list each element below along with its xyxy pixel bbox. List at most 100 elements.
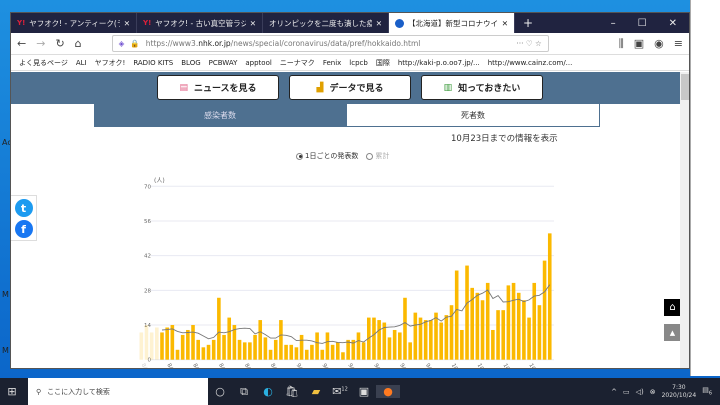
book-icon: ▥: [443, 82, 453, 93]
reload-button[interactable]: ↻: [55, 37, 65, 50]
minimize-button[interactable]: –: [610, 17, 616, 29]
clock[interactable]: 7:30 2020/10/24: [661, 383, 697, 399]
close-tab-icon[interactable]: ✕: [375, 18, 382, 28]
url-bar[interactable]: ◈ 🔒 https://www3.nhk.or.jp/news/special/co…: [111, 35, 549, 52]
account-icon[interactable]: ◉: [654, 37, 664, 50]
edge-icon[interactable]: ◐: [263, 385, 273, 398]
windows-start-icon[interactable]: ⊞: [7, 385, 17, 398]
bar: [180, 334, 185, 360]
y-tick-label: 70: [144, 184, 151, 190]
radio-daily[interactable]: 1日ごとの発表数: [296, 151, 358, 161]
browser-tab[interactable]: オリンピックを二度も潰した疫病神日本✕: [263, 13, 389, 33]
status-icon[interactable]: ⊗: [649, 387, 656, 396]
bar-chart-icon: ▟: [316, 82, 324, 93]
bar: [335, 342, 340, 360]
bookmark[interactable]: 国際: [375, 58, 390, 67]
close-tab-icon[interactable]: ✕: [501, 18, 508, 28]
browser-tab[interactable]: Y!ヤフオク! - 古い真空管ラジオ【ジャ ✕: [137, 13, 263, 33]
radio-cumulative[interactable]: 累計: [366, 151, 389, 161]
x-tick-label: 9/9: [321, 363, 331, 368]
bar: [273, 339, 278, 360]
task-view-icon[interactable]: ⧉: [240, 384, 248, 398]
bar: [315, 332, 319, 360]
x-tick-label: 10/19: [527, 363, 540, 368]
app-icon[interactable]: ▣: [358, 385, 370, 398]
bar: [392, 329, 397, 360]
desktop-icon-label[interactable]: Ac: [2, 138, 12, 147]
back-button[interactable]: ←: [17, 37, 27, 50]
x-tick-label: 8/10: [165, 363, 177, 368]
tab-infections[interactable]: 感染者数: [94, 104, 346, 127]
x-tick-label: 10/4: [450, 363, 462, 368]
menu-icon[interactable]: ≡: [673, 37, 683, 50]
bar: [253, 334, 257, 360]
bookmark[interactable]: Fenix: [322, 58, 342, 67]
bookmark[interactable]: よく見るページ: [19, 58, 68, 67]
scroll-top-button[interactable]: ▲: [664, 324, 681, 341]
library-icon[interactable]: ⫼: [618, 36, 624, 50]
browser-tab[interactable]: Y!ヤフオク! - アンティーク(ラジオ オーデ ✕: [11, 13, 137, 33]
browser-tab-active[interactable]: 【北海道】新型コロナウイルス感染✕: [389, 13, 515, 33]
y-tick-label: 42: [144, 254, 151, 260]
desktop-icon-label[interactable]: M: [2, 290, 9, 299]
scrollbar[interactable]: [680, 72, 689, 368]
news-button[interactable]: ▤ ニュースを見る: [157, 75, 279, 100]
network-icon[interactable]: ▭: [622, 387, 630, 396]
bar: [165, 327, 169, 360]
bar: [372, 317, 376, 360]
tab-deaths[interactable]: 死者数: [346, 104, 600, 127]
notification-icon[interactable]: ▤6: [702, 386, 712, 397]
close-window-button[interactable]: ✕: [668, 17, 677, 29]
bar: [191, 325, 195, 360]
bookmark[interactable]: ニーナマク: [279, 58, 315, 67]
tray-chevron-icon[interactable]: ^: [611, 387, 617, 396]
page-actions-icon[interactable]: ··· ♡ ☆: [516, 39, 542, 48]
bar: [501, 310, 506, 360]
bookmark[interactable]: PCBWAY: [208, 58, 238, 67]
firefox-icon[interactable]: ●: [376, 385, 400, 398]
bookmark[interactable]: RADIO KITS: [133, 58, 174, 67]
sidebar-icon[interactable]: ▣: [633, 37, 645, 50]
bar: [465, 265, 469, 360]
twitter-icon[interactable]: t: [14, 199, 33, 217]
bookmark[interactable]: ヤフオク!: [94, 58, 126, 67]
home-button[interactable]: ⌂: [664, 299, 681, 316]
bar: [439, 322, 443, 360]
bookmarks-bar: よく見るページ ALI ヤフオク! RADIO KITS BLOG PCBWAY…: [11, 55, 689, 71]
close-tab-icon[interactable]: ✕: [249, 18, 256, 28]
cortana-icon[interactable]: ○: [215, 385, 225, 398]
desktop-icon-label[interactable]: M: [2, 346, 9, 355]
bar: [341, 352, 345, 360]
bookmark[interactable]: http://kaki-p.o.oo7.jp/...: [397, 58, 480, 67]
file-explorer-icon[interactable]: ▰: [311, 385, 321, 398]
bookmark[interactable]: BLOG: [181, 58, 201, 67]
mail-icon[interactable]: ✉12: [332, 385, 348, 398]
bar: [434, 312, 438, 360]
knowledge-button[interactable]: ▥ 知っておきたい: [421, 75, 543, 100]
data-button[interactable]: ▟ データで見る: [289, 75, 411, 100]
facebook-icon[interactable]: f: [14, 220, 33, 238]
bar: [532, 282, 537, 360]
bar: [485, 282, 490, 360]
bookmark[interactable]: apptool: [245, 58, 272, 67]
forward-button[interactable]: →: [36, 37, 46, 50]
x-tick-label: 10/9: [476, 363, 488, 368]
maximize-button[interactable]: ☐: [637, 17, 647, 29]
bar: [258, 320, 263, 360]
bookmark[interactable]: ALI: [75, 58, 87, 67]
bookmark[interactable]: lcpcb: [349, 58, 368, 67]
y-tick-label: 56: [144, 219, 151, 225]
home-icon[interactable]: ⌂: [74, 37, 82, 50]
bar: [547, 233, 552, 360]
new-tab-button[interactable]: +: [523, 16, 534, 30]
bar: [460, 329, 464, 360]
volume-icon[interactable]: ◁): [635, 387, 644, 396]
bookmark[interactable]: http://www.cainz.com/...: [487, 58, 573, 67]
taskbar-search[interactable]: ⚲ ここに入力して検索: [28, 378, 208, 405]
bar: [232, 325, 237, 360]
bar: [248, 342, 252, 360]
bar: [222, 334, 226, 360]
store-icon[interactable]: 🛍: [285, 385, 299, 398]
close-tab-icon[interactable]: ✕: [123, 18, 130, 28]
bar: [356, 332, 361, 360]
